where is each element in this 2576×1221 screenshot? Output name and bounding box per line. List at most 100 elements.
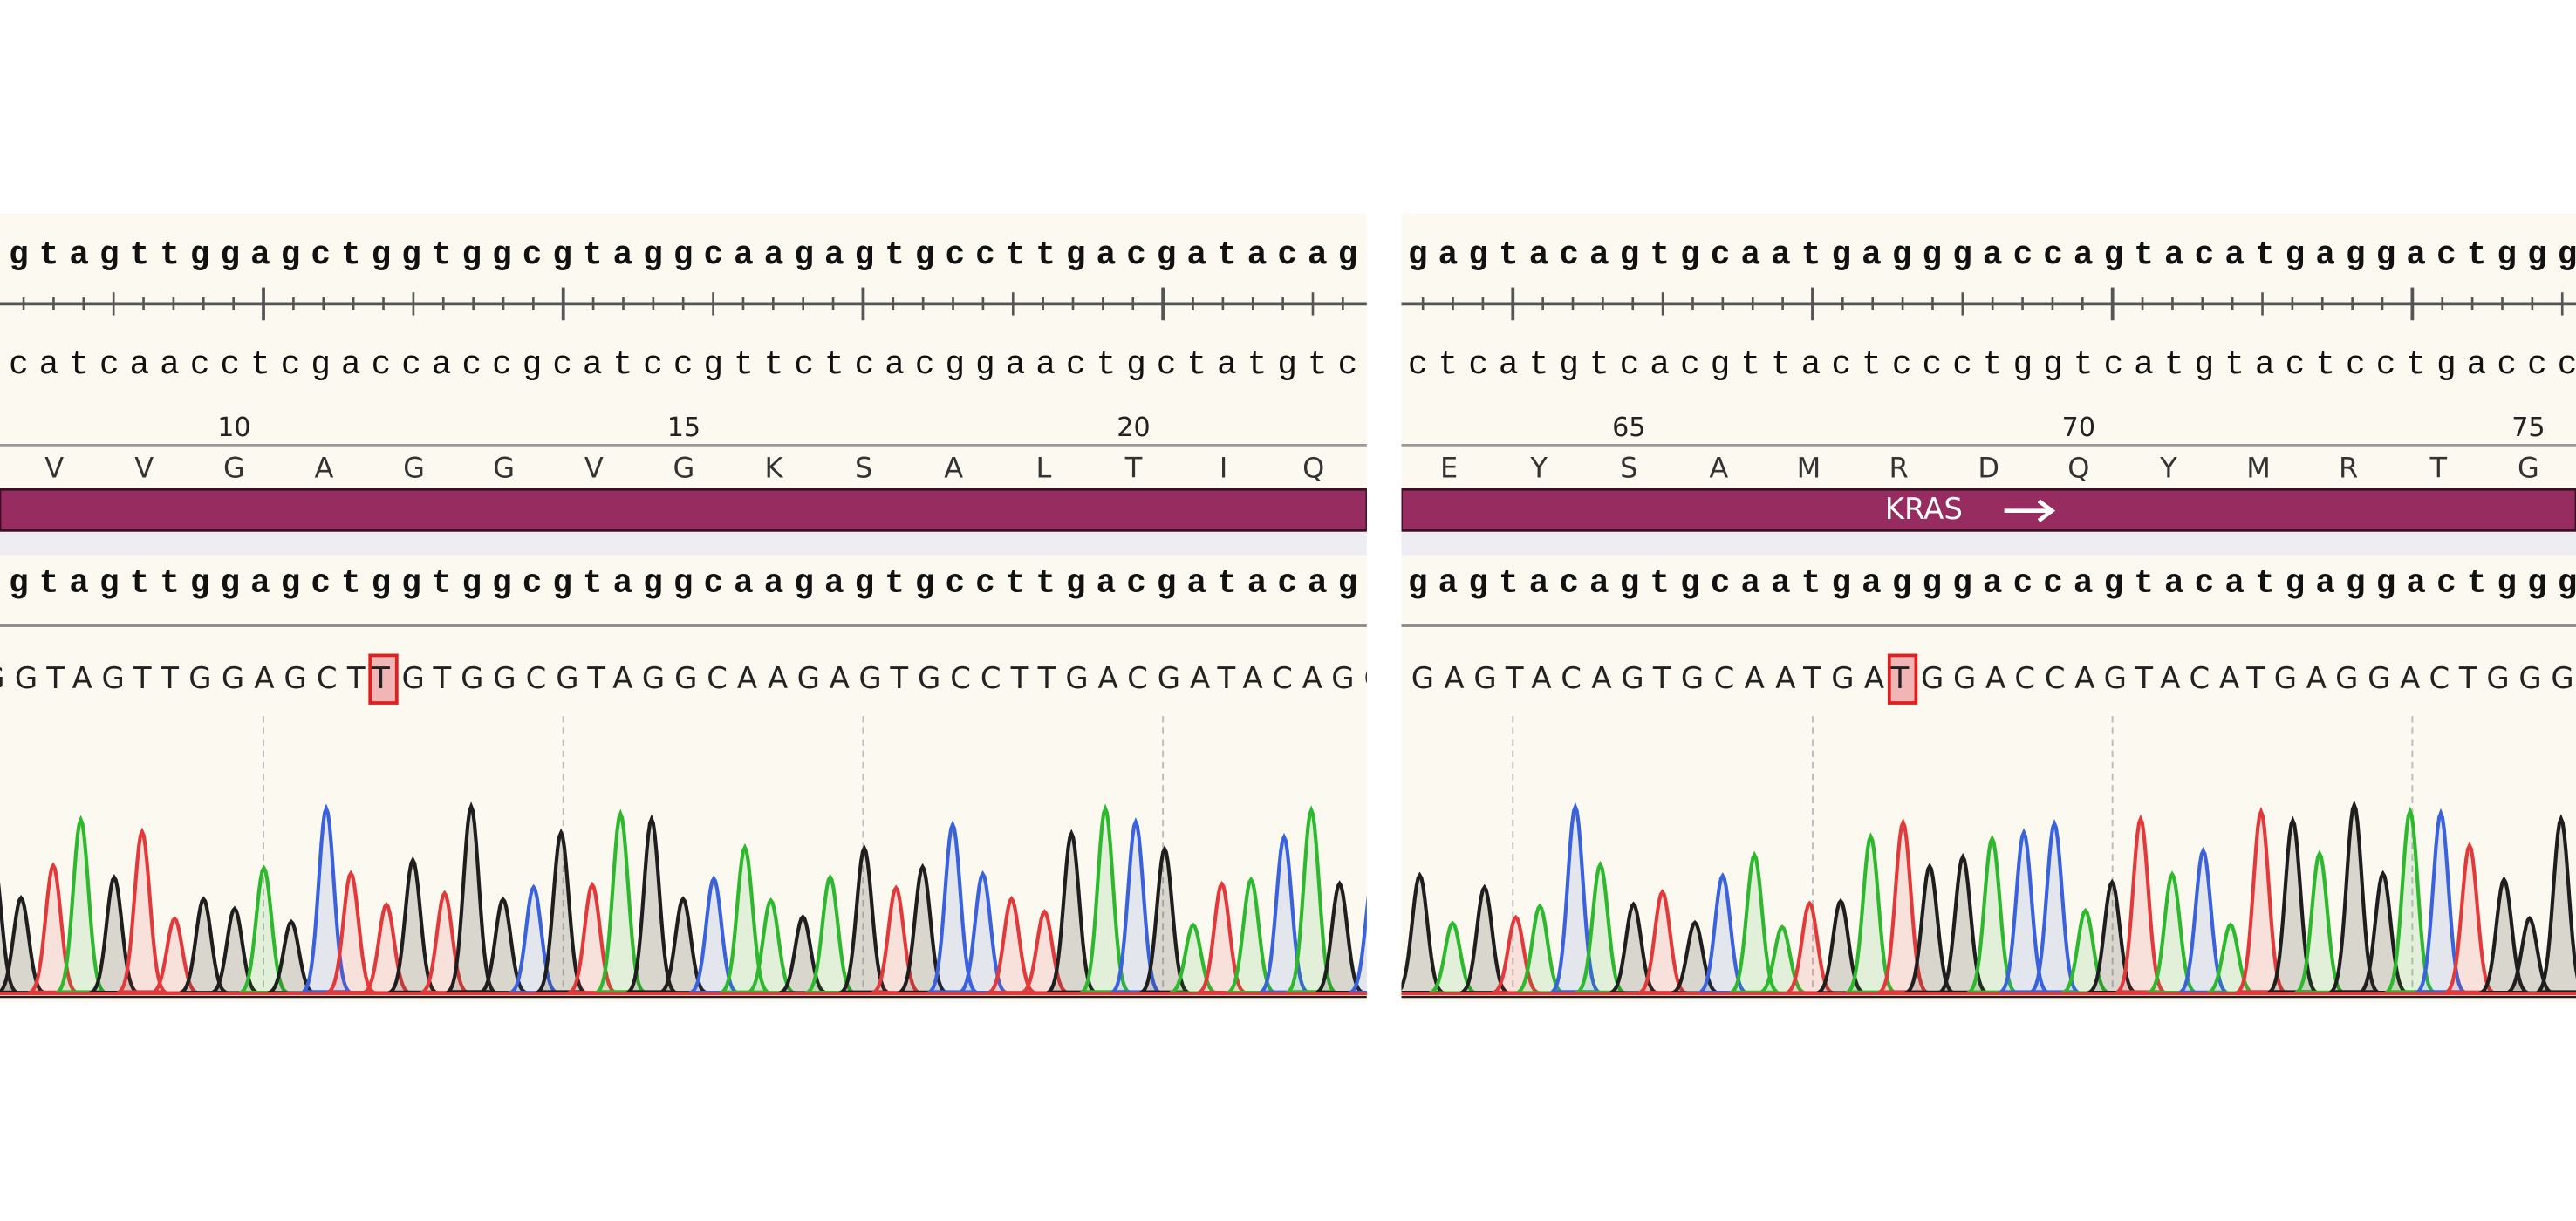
trace-peak [1169, 922, 1217, 995]
variant-highlight [368, 653, 399, 705]
amino-acid: M [1797, 452, 1821, 485]
trace-peak [2382, 806, 2438, 994]
sequence: ggtagttggagctggtggcgtaggcaagagtgccttgacg… [0, 566, 1388, 603]
amino-acid: A [944, 452, 963, 485]
map-background [0, 213, 1367, 490]
trace-peak [1875, 817, 1931, 994]
trace-peak [210, 905, 259, 995]
trace-peak [1198, 880, 1246, 995]
amino-acid: V [584, 452, 604, 485]
sequence-panel: ggtagttggagctggtggcgtaggcaagagtgccttgacg… [0, 213, 1388, 1002]
trace-peak [1995, 828, 2053, 994]
amino-acid: Y [1529, 452, 1548, 485]
residue-number: 75 [2511, 413, 2545, 443]
trace-peak [2265, 815, 2321, 994]
residue-number: 15 [667, 413, 700, 443]
trace-peak [1343, 895, 1367, 995]
sequence-panel: gagtacagtgcaatgagggaccagtacatgaggactggg c… [1401, 213, 2576, 1002]
trace-peak [2505, 915, 2553, 995]
read-sequence: GGACCAGTACATGAGGACTGGG [1921, 661, 2574, 695]
trace-peak [684, 875, 744, 995]
trace-peak [1283, 805, 1339, 994]
amino-acid: D [1978, 452, 1999, 485]
sequence: gagtacagtgcaatgagggaccagtacatgaggactggg [1408, 237, 2576, 274]
feature-label: KRAS [1885, 492, 1963, 526]
trace-peak [180, 896, 228, 995]
trace-peak [2441, 841, 2498, 994]
amino-acid: S [855, 452, 872, 485]
trace-peak [866, 884, 926, 995]
variant-highlight [1887, 653, 1918, 705]
map-background [1401, 213, 2576, 490]
variant-base: T [371, 661, 390, 695]
amino-acid: R [2339, 452, 2358, 485]
amino-acid: A [1709, 452, 1728, 485]
amino-acid: L [1035, 452, 1051, 485]
trace-peak [0, 882, 23, 994]
amino-acid: G [403, 452, 425, 485]
trace-peak [1108, 817, 1164, 994]
trace-peak [113, 827, 171, 994]
residue-number: 65 [1612, 413, 1645, 443]
trace-peak [1692, 872, 1753, 995]
trace-peak [1429, 920, 1477, 995]
trace-peak [235, 864, 293, 995]
variant-base: T [1890, 661, 1910, 695]
trace-peak [479, 896, 527, 995]
trace-peak [1548, 801, 1603, 994]
amino-acid: Y [2159, 452, 2177, 485]
trace-peak [592, 808, 649, 994]
trace-peak [1609, 901, 1657, 995]
sequence: gagtacagtgcaatgagggaccagtacatgaggactggg [1408, 566, 2576, 603]
amino-acid: R [1889, 452, 1908, 485]
trace-peak [151, 916, 199, 995]
feature-arrow [2004, 499, 2056, 522]
trace-peak [322, 870, 380, 995]
trace-peak [715, 842, 774, 994]
trace-peak [24, 862, 83, 994]
sequence: ctcatgtcacgttactccctggtcatgtactcctgaccc [1408, 347, 2576, 384]
trace-peak [0, 895, 45, 995]
trace-peak [1786, 900, 1834, 995]
trace-peak [1816, 897, 1865, 995]
trace-peak [563, 881, 622, 995]
trace-peak [1759, 924, 1806, 995]
sequence: ggtagttggagctggtggcgtaggcaagagtgccttgacg… [0, 237, 1388, 274]
trace-peak [85, 874, 144, 995]
amino-acid: G [2518, 452, 2539, 485]
amino-acid: E [1440, 452, 1458, 485]
trace-peak [1136, 845, 1194, 994]
amino-acid: T [2429, 452, 2448, 485]
trace-background [1401, 555, 2576, 1002]
residue-number: 10 [217, 413, 250, 443]
feature-bar [1401, 488, 2576, 532]
amino-acid: M [2246, 452, 2271, 485]
amino-acid: I [1220, 452, 1227, 485]
amino-acid: V [134, 452, 154, 485]
trace-peak [1077, 803, 1133, 994]
amino-acid: G [493, 452, 515, 485]
trace-peak [298, 803, 354, 994]
trace-peak [659, 896, 707, 995]
trace-peak [2327, 800, 2382, 994]
trace-peak [953, 870, 1013, 995]
sequence: ccatcaacctcgaccaccgcatccgttctcacggaactgc… [0, 347, 1388, 384]
residue-number: 20 [1117, 413, 1150, 443]
trace-peak [925, 820, 981, 994]
amino-acid: V [44, 452, 64, 485]
trace-peak [2474, 876, 2534, 995]
feature-bar [0, 488, 1367, 532]
amino-acid: K [765, 452, 784, 485]
feature-track [0, 530, 1367, 556]
trace-peak [2533, 814, 2576, 994]
amino-acid: S [1620, 452, 1637, 485]
trace-peak [1256, 832, 1312, 994]
trace-peak [2082, 878, 2142, 995]
trace-peak [892, 863, 953, 994]
trace-peak [2413, 808, 2469, 994]
residue-number: 70 [2062, 413, 2095, 443]
amino-acid: G [673, 452, 695, 485]
trace-peak [1725, 850, 1783, 994]
